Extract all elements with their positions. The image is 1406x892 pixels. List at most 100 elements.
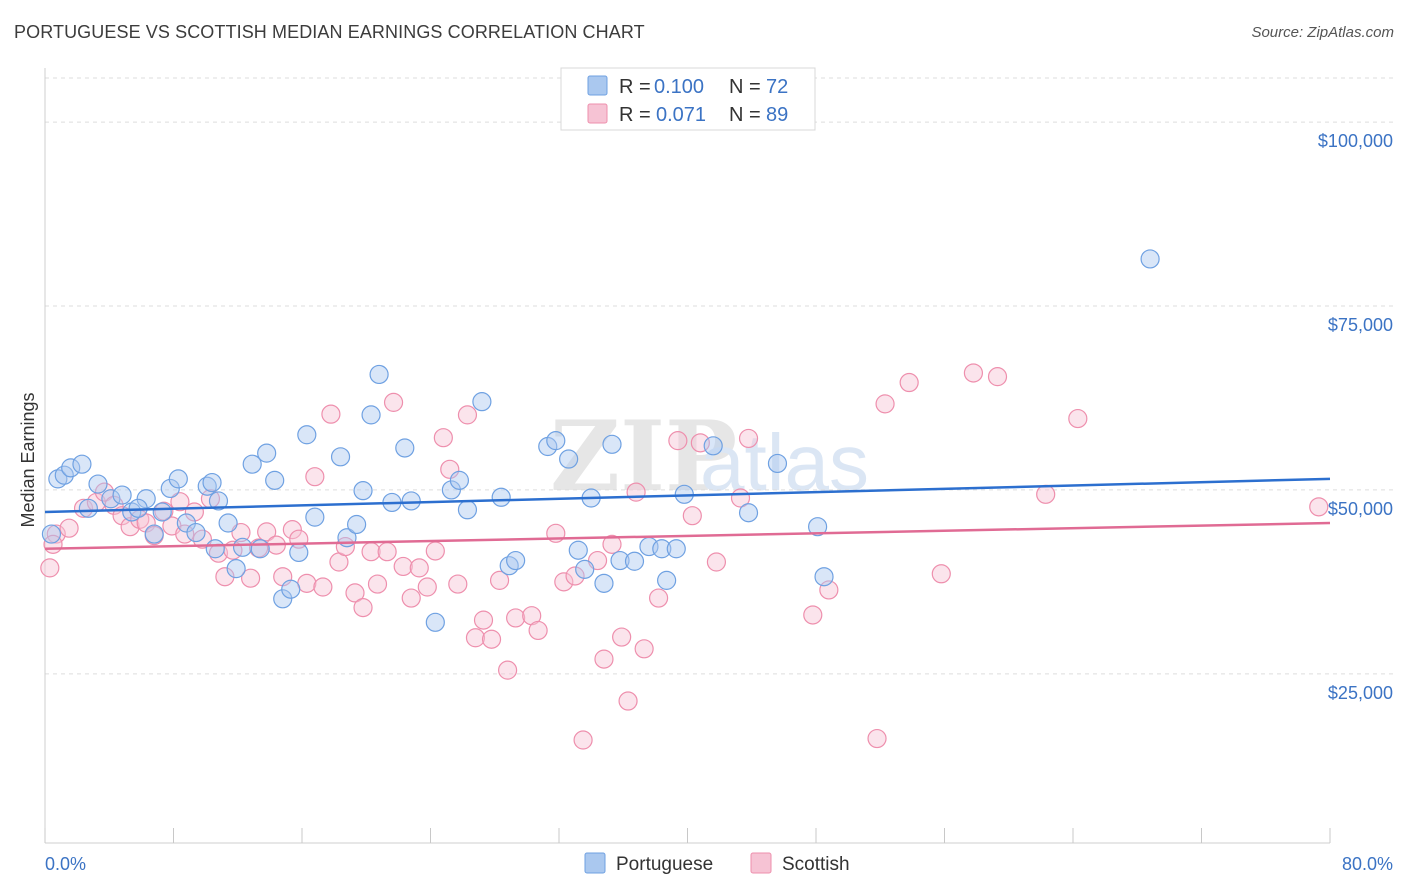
portuguese-point (449, 470, 470, 490)
portuguese-point (330, 447, 351, 467)
scottish-point (361, 542, 381, 562)
portuguese-point (568, 540, 588, 560)
scottish-point (257, 522, 277, 542)
portuguese-point (101, 489, 121, 509)
portuguese-point (250, 539, 270, 559)
scottish-point (383, 392, 404, 412)
legend-n-label-portuguese: N = (729, 76, 761, 98)
chart-title: PORTUGUESE VS SCOTTISH MEDIAN EARNINGS C… (14, 22, 645, 42)
portuguese-point (361, 405, 381, 425)
scottish-point (594, 649, 614, 669)
y-tick-labels: $25,000 $50,000 $75,000 $100,000 (1318, 131, 1393, 703)
scottish-trend-line (44, 521, 1331, 551)
portuguese-point (657, 570, 677, 590)
scottish-point (634, 639, 654, 659)
trend-lines (44, 477, 1331, 551)
portuguese-point (281, 579, 301, 599)
portuguese-point (353, 481, 373, 501)
scottish-point (618, 691, 638, 711)
scottish-point (297, 573, 317, 593)
scottish-point (648, 588, 669, 608)
portuguese-point (666, 539, 686, 559)
scottish-point (738, 428, 759, 449)
scottish-point (393, 556, 413, 577)
scottish-point (682, 506, 702, 526)
scottish-point (473, 610, 494, 630)
portuguese-points (41, 249, 1160, 632)
portuguese-point (257, 443, 277, 463)
portuguese-point (401, 491, 421, 511)
portuguese-point (168, 469, 188, 489)
scottish-point (489, 570, 510, 590)
portuguese-point (491, 487, 511, 507)
portuguese-point (72, 454, 92, 474)
scottish-point (215, 567, 235, 587)
scottish-point (1068, 408, 1088, 429)
portuguese-point (273, 589, 293, 609)
portuguese-point (506, 550, 526, 571)
portuguese-point (546, 431, 566, 451)
scottish-point (457, 405, 478, 425)
portuguese-point (347, 514, 367, 535)
portuguese-point (808, 517, 828, 537)
x-ticks (44, 828, 1331, 843)
legend-n-value-portuguese: 72 (766, 76, 788, 98)
scottish-point (345, 583, 365, 603)
scottish-point (417, 577, 437, 597)
portuguese-point (472, 392, 492, 412)
scottish-point (440, 459, 460, 479)
scottish-point (626, 482, 646, 502)
portuguese-point (226, 559, 246, 579)
scottish-point (120, 517, 140, 537)
legend: R = 0.100 N = 72 R = 0.071 N = 89 (560, 67, 816, 131)
portuguese-point (205, 539, 225, 559)
portuguese-point (48, 469, 68, 489)
portuguese-point (78, 498, 98, 518)
legend-r-label-portuguese: R = (619, 76, 651, 98)
scottish-point (353, 598, 373, 618)
scottish-point (506, 608, 526, 628)
bottom-legend-swatch-portuguese (584, 852, 606, 874)
scottish-point (602, 534, 622, 554)
portuguese-point (144, 524, 164, 544)
scottish-point (433, 428, 453, 448)
portuguese-point (41, 524, 62, 544)
x-tick-label-max: 80.0% (1342, 854, 1393, 874)
portuguese-point (610, 550, 630, 571)
scottish-point (305, 467, 325, 487)
scottish-point (448, 574, 468, 594)
portuguese-point (457, 500, 478, 520)
portuguese-point (738, 503, 759, 523)
portuguese-point (122, 502, 142, 522)
scottish-point (987, 367, 1008, 387)
portuguese-point (767, 453, 788, 474)
portuguese-point (112, 485, 132, 505)
portuguese-point (297, 425, 317, 445)
portuguese-point (624, 551, 645, 571)
scottish-point (875, 394, 895, 414)
scottish-point (867, 728, 887, 749)
portuguese-point (88, 474, 108, 494)
scottish-point (377, 542, 397, 562)
scottish-point (706, 552, 727, 572)
portuguese-point (602, 434, 622, 454)
scottish-point (367, 574, 388, 594)
scottish-point (425, 541, 445, 561)
scottish-point (565, 566, 585, 586)
y-axis-title: Median Earnings (18, 392, 38, 527)
scottish-point (803, 605, 823, 625)
scottish-point (170, 492, 190, 512)
portuguese-point (136, 489, 156, 509)
portuguese-point (559, 449, 579, 469)
portuguese-point (1140, 249, 1160, 269)
portuguese-point (265, 470, 285, 490)
portuguese-point (202, 472, 222, 493)
scottish-point (1036, 484, 1056, 504)
portuguese-point (499, 556, 519, 576)
scottish-point (313, 577, 333, 597)
portuguese-point (575, 559, 595, 579)
legend-r-value-portuguese: 0.100 (654, 76, 704, 98)
scottish-point (241, 568, 261, 588)
portuguese-point (305, 507, 325, 527)
portuguese-point (594, 573, 614, 593)
